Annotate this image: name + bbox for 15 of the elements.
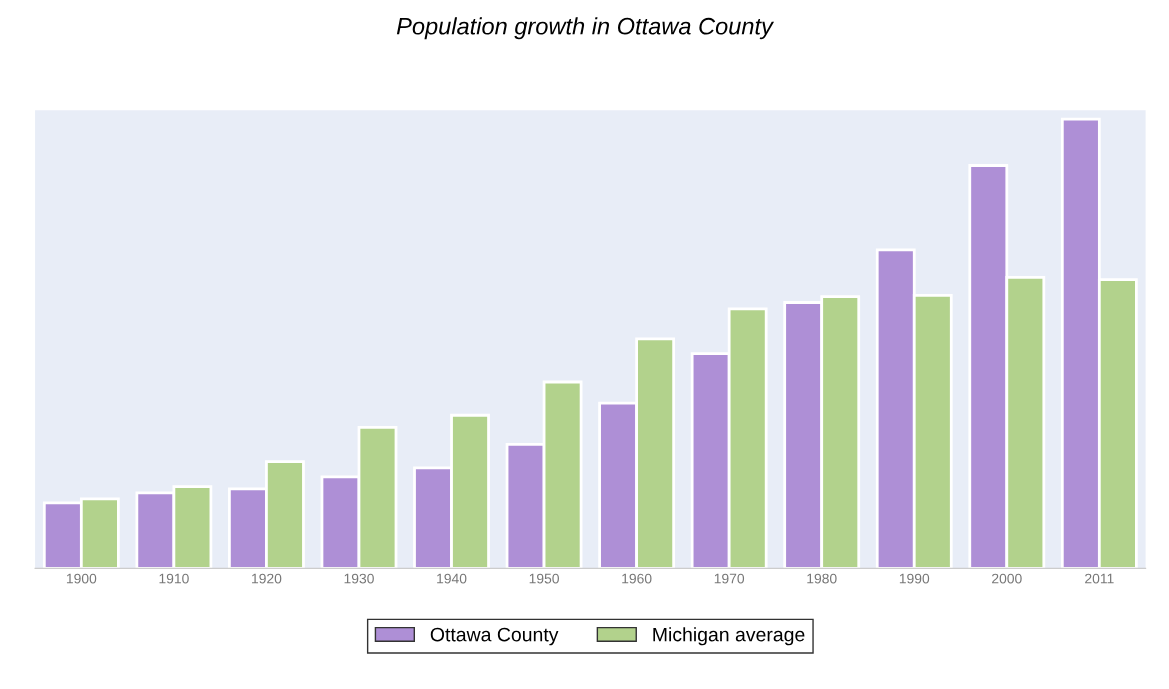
x-tick-label: 1970 (714, 573, 745, 584)
x-tick-label: 1910 (159, 573, 189, 584)
x-tick-label: 1960 (622, 573, 652, 584)
x-tick-label: 1900 (66, 573, 97, 584)
chart-title: Population growth in Ottawa County (396, 17, 775, 40)
legend-label: Ottawa County (430, 627, 559, 646)
x-tick-label: 1940 (437, 573, 467, 584)
x-tick-label: 1980 (807, 573, 837, 584)
x-tick-label: 2011 (1085, 573, 1114, 584)
legend-label: Michigan average (653, 627, 805, 646)
x-tick-label: 2000 (992, 573, 1022, 584)
x-tick-label: 1990 (899, 573, 930, 584)
x-tick-label: 1930 (344, 573, 374, 584)
x-tick-label: 1950 (529, 573, 559, 584)
x-tick-label: 1920 (252, 573, 282, 584)
